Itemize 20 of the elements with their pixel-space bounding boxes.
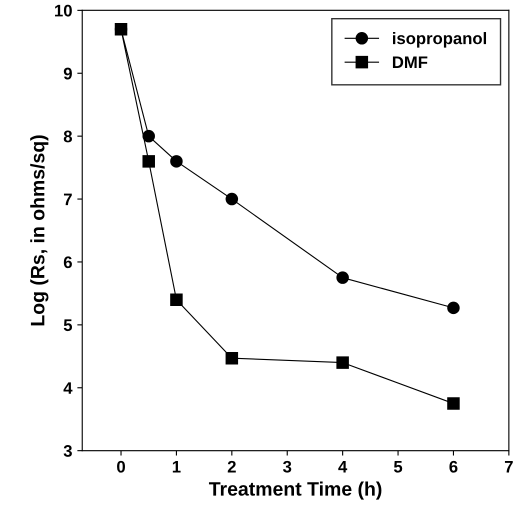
y-tick-label: 8 bbox=[64, 130, 72, 142]
legend-label: DMF bbox=[392, 56, 428, 68]
y-tick-label: 9 bbox=[64, 68, 72, 80]
x-tick-label: 0 bbox=[117, 460, 125, 473]
y-tick-label: 4 bbox=[64, 382, 72, 394]
x-tick-label: 7 bbox=[504, 460, 513, 472]
x-tick-label: 1 bbox=[172, 460, 181, 472]
x-axis-title: Treatment Time (h) bbox=[208, 481, 382, 500]
x-tick-label: 3 bbox=[282, 460, 292, 473]
x-tick-label: 6 bbox=[449, 460, 458, 473]
y-tick-label: 5 bbox=[64, 319, 72, 332]
x-tick-label: 4 bbox=[338, 460, 348, 472]
y-tick-label: 10 bbox=[55, 4, 72, 17]
y-tick-label: 6 bbox=[64, 256, 72, 268]
x-tick-label: 5 bbox=[394, 460, 402, 473]
y-axis-title: Log (Rs, in ohms/sq) bbox=[30, 135, 48, 326]
y-tick-label: 3 bbox=[64, 445, 72, 457]
x-tick-label: 2 bbox=[228, 460, 236, 472]
y-tick-label: 7 bbox=[64, 194, 72, 206]
legend-label: isopropanol bbox=[392, 32, 486, 48]
